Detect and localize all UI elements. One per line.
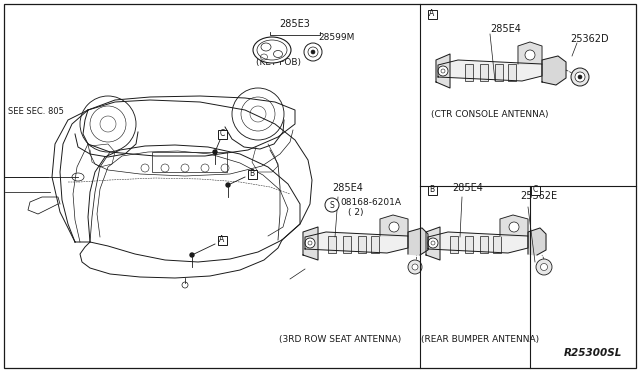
Circle shape (412, 264, 418, 270)
Text: A: A (429, 10, 435, 19)
Circle shape (80, 96, 136, 152)
Text: B: B (429, 186, 435, 195)
Polygon shape (436, 54, 450, 88)
Polygon shape (528, 228, 546, 255)
Circle shape (509, 222, 519, 232)
Bar (248, 170, 257, 179)
Ellipse shape (253, 37, 291, 63)
Text: R25300SL: R25300SL (564, 348, 622, 358)
Polygon shape (380, 215, 408, 236)
Circle shape (311, 50, 315, 54)
Text: SEE SEC. 805: SEE SEC. 805 (8, 107, 64, 116)
Circle shape (525, 50, 535, 60)
Circle shape (325, 198, 339, 212)
Bar (428, 10, 436, 19)
Bar (343, 236, 351, 253)
Bar (495, 64, 503, 81)
Text: 25362E: 25362E (520, 191, 557, 201)
Text: (CTR CONSOLE ANTENNA): (CTR CONSOLE ANTENNA) (431, 110, 548, 119)
Circle shape (232, 88, 284, 140)
Text: B: B (250, 170, 255, 179)
Bar (531, 186, 540, 195)
Circle shape (226, 183, 230, 187)
Polygon shape (303, 227, 318, 260)
Text: A: A (220, 235, 225, 244)
Polygon shape (438, 60, 542, 81)
Polygon shape (426, 227, 440, 260)
Bar (358, 236, 366, 253)
Text: 285E3: 285E3 (280, 19, 310, 29)
Polygon shape (518, 42, 542, 64)
Bar (465, 236, 473, 253)
Bar (428, 186, 436, 195)
Text: C: C (220, 129, 225, 138)
Circle shape (571, 68, 589, 86)
Text: (3RD ROW SEAT ANTENNA): (3RD ROW SEAT ANTENNA) (279, 335, 401, 344)
Circle shape (304, 43, 322, 61)
Circle shape (389, 222, 399, 232)
Text: 285E4: 285E4 (490, 24, 521, 34)
Circle shape (575, 72, 585, 82)
Text: S: S (330, 201, 334, 209)
Circle shape (438, 66, 448, 76)
Circle shape (536, 259, 552, 275)
Bar (450, 236, 458, 253)
Circle shape (428, 238, 438, 248)
Bar (493, 236, 501, 253)
Polygon shape (305, 232, 408, 253)
Circle shape (541, 263, 547, 270)
Text: 285E4: 285E4 (452, 183, 483, 193)
Polygon shape (408, 228, 428, 255)
Bar (480, 64, 488, 81)
Text: 28599M: 28599M (318, 33, 355, 42)
Text: C: C (532, 186, 538, 195)
Bar (328, 236, 336, 253)
Circle shape (190, 253, 194, 257)
Bar (480, 236, 488, 253)
Bar (152, 152, 227, 172)
Text: (KEY FOB): (KEY FOB) (255, 58, 301, 67)
Polygon shape (542, 56, 566, 85)
Text: 08168-6201A: 08168-6201A (340, 198, 401, 207)
Text: (REAR BUMPER ANTENNA): (REAR BUMPER ANTENNA) (421, 335, 539, 344)
Text: 285E4: 285E4 (332, 183, 363, 193)
Text: ( 2): ( 2) (348, 208, 364, 217)
Bar (371, 236, 379, 253)
Circle shape (213, 150, 217, 154)
Circle shape (578, 75, 582, 79)
Bar (218, 129, 227, 138)
Bar (508, 64, 516, 81)
Bar (218, 235, 227, 244)
Circle shape (305, 238, 315, 248)
Polygon shape (500, 215, 528, 236)
Polygon shape (28, 197, 60, 214)
Polygon shape (428, 232, 528, 253)
Text: 25362D: 25362D (570, 34, 609, 44)
Circle shape (408, 260, 422, 274)
Bar (465, 64, 473, 81)
